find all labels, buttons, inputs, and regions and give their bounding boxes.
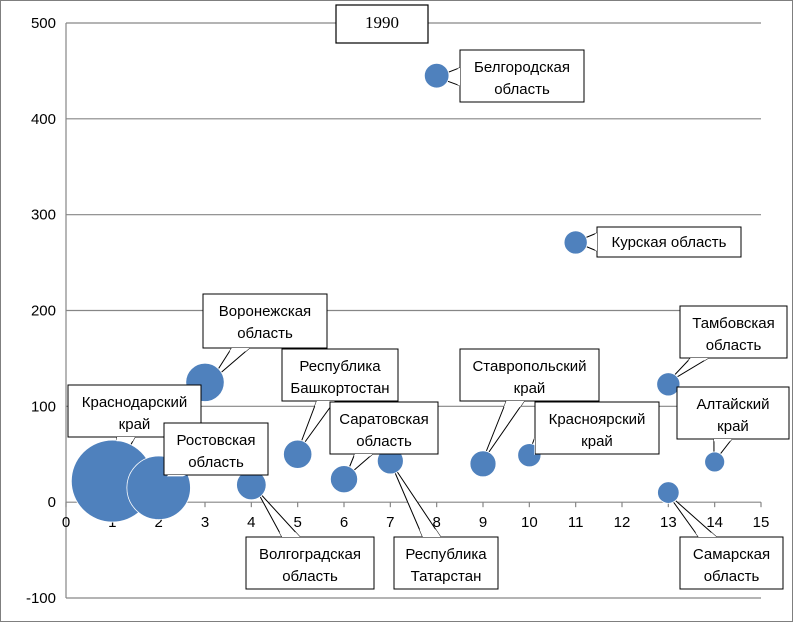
- data-label-callout: Алтайский край: [676, 386, 790, 442]
- callout-pointer-joint: [594, 233, 597, 251]
- callout-pointer-joint: [688, 358, 709, 361]
- y-tick-label: 300: [31, 207, 56, 224]
- x-tick-label: 2: [154, 514, 162, 531]
- callout-box: [202, 293, 328, 349]
- x-tick-label: 9: [479, 514, 487, 531]
- x-tick-label: 3: [201, 514, 209, 531]
- data-label-callout: Тамбовская область: [679, 305, 788, 361]
- data-label-callout: Саратовская область: [329, 401, 439, 457]
- callout-box: [393, 536, 499, 590]
- data-label-callout: Воронежская область: [202, 293, 328, 352]
- callout-box: [459, 348, 600, 402]
- y-tick-label: -100: [26, 590, 56, 607]
- data-label-callout: Краснодарский край: [67, 384, 202, 442]
- x-tick-label: 10: [521, 514, 538, 531]
- bubble-label: Саратовская область: [339, 411, 428, 450]
- callout-pointer-joint: [116, 437, 136, 442]
- data-label-callout: Красноярский край: [534, 401, 660, 455]
- callout-pointer: [389, 460, 442, 538]
- x-tick-label: 4: [247, 514, 255, 531]
- data-label-callout: Курская область: [594, 226, 742, 258]
- x-tick-label: 13: [660, 514, 677, 531]
- x-tick-label: 0: [62, 514, 70, 531]
- callout-box: [329, 401, 439, 455]
- bubble-label: Красноярский край: [549, 411, 646, 450]
- bubble-label: Алтайский край: [696, 396, 769, 435]
- chart-title-box: 1990: [335, 4, 429, 44]
- y-tick-label: 0: [48, 494, 56, 511]
- bubble-label: Белгородская область: [474, 59, 570, 98]
- callout-pointer-joint: [534, 437, 535, 455]
- bubble-point: [423, 63, 450, 89]
- callout-pointer-joint: [503, 401, 525, 408]
- bubble-point: [704, 451, 726, 473]
- bubble-label: Республика Татарстан: [405, 546, 487, 585]
- callout-pointer-joint: [419, 529, 441, 537]
- bubble-label: Ростовская область: [177, 432, 256, 471]
- callout-box: [163, 422, 269, 476]
- callout-pointer-joint: [229, 348, 250, 352]
- data-label-callout: Волгоградская область: [245, 532, 375, 590]
- callout-box: [534, 401, 660, 455]
- callout-box: [679, 305, 788, 359]
- bubble-label: Волгоградская область: [259, 546, 361, 585]
- bubble-label: Республика Башкортостан: [290, 358, 389, 397]
- callout-pointer: [255, 488, 302, 538]
- callout-box: [459, 49, 585, 103]
- callout-pointer-joint: [279, 532, 301, 537]
- bubble-label: Ставропольский край: [472, 358, 586, 397]
- bubble-label: Курская область: [612, 234, 727, 251]
- bubble-point: [469, 450, 497, 478]
- callout-pointer-joint: [166, 475, 186, 477]
- data-label-callout: Ростовская область: [163, 422, 269, 477]
- data-label-callout: Ставропольский край: [459, 348, 600, 408]
- bubble-point: [329, 465, 358, 494]
- bubble-point: [656, 372, 681, 397]
- chart-title-frame: [335, 4, 429, 44]
- callout-pointer-joint: [695, 532, 717, 537]
- bubble-point: [657, 481, 680, 504]
- callout-pointer-joint: [713, 439, 732, 442]
- chart-title: 1990: [365, 13, 399, 32]
- callout-pointer-joint: [353, 454, 373, 457]
- callout-box: [676, 386, 790, 440]
- data-label-callout: Республика Башкортостан: [281, 348, 399, 407]
- y-tick-label: 400: [31, 111, 56, 128]
- callout-pointer-joint: [457, 67, 460, 86]
- x-tick-label: 5: [293, 514, 301, 531]
- bubble-point: [283, 439, 313, 469]
- data-label-callout: Республика Татарстан: [393, 529, 499, 590]
- bubble-label: Воронежская область: [219, 303, 311, 342]
- x-tick-label: 11: [568, 514, 584, 531]
- data-label-callout: Белгородская область: [457, 49, 585, 103]
- data-label-callout: Самарская область: [679, 532, 784, 590]
- callout-box: [281, 348, 399, 402]
- bubble-point: [563, 230, 588, 255]
- callout-box: [596, 226, 742, 258]
- y-tick-label: 200: [31, 303, 56, 320]
- callout-box: [679, 536, 784, 590]
- x-tick-label: 15: [753, 514, 770, 531]
- x-tick-label: 1: [108, 514, 116, 531]
- x-tick-label: 7: [386, 514, 394, 531]
- x-tick-label: 12: [614, 514, 631, 531]
- bubble-label: Самарская область: [693, 546, 770, 585]
- callout-box: [245, 536, 375, 590]
- x-tick-label: 8: [432, 514, 440, 531]
- bubble-label: Краснодарский край: [82, 394, 187, 433]
- x-tick-label: 14: [706, 514, 723, 531]
- y-tick-label: 500: [31, 15, 56, 32]
- bubble-label: Тамбовская область: [692, 315, 775, 354]
- y-tick-label: 100: [31, 398, 56, 415]
- x-tick-label: 6: [340, 514, 348, 531]
